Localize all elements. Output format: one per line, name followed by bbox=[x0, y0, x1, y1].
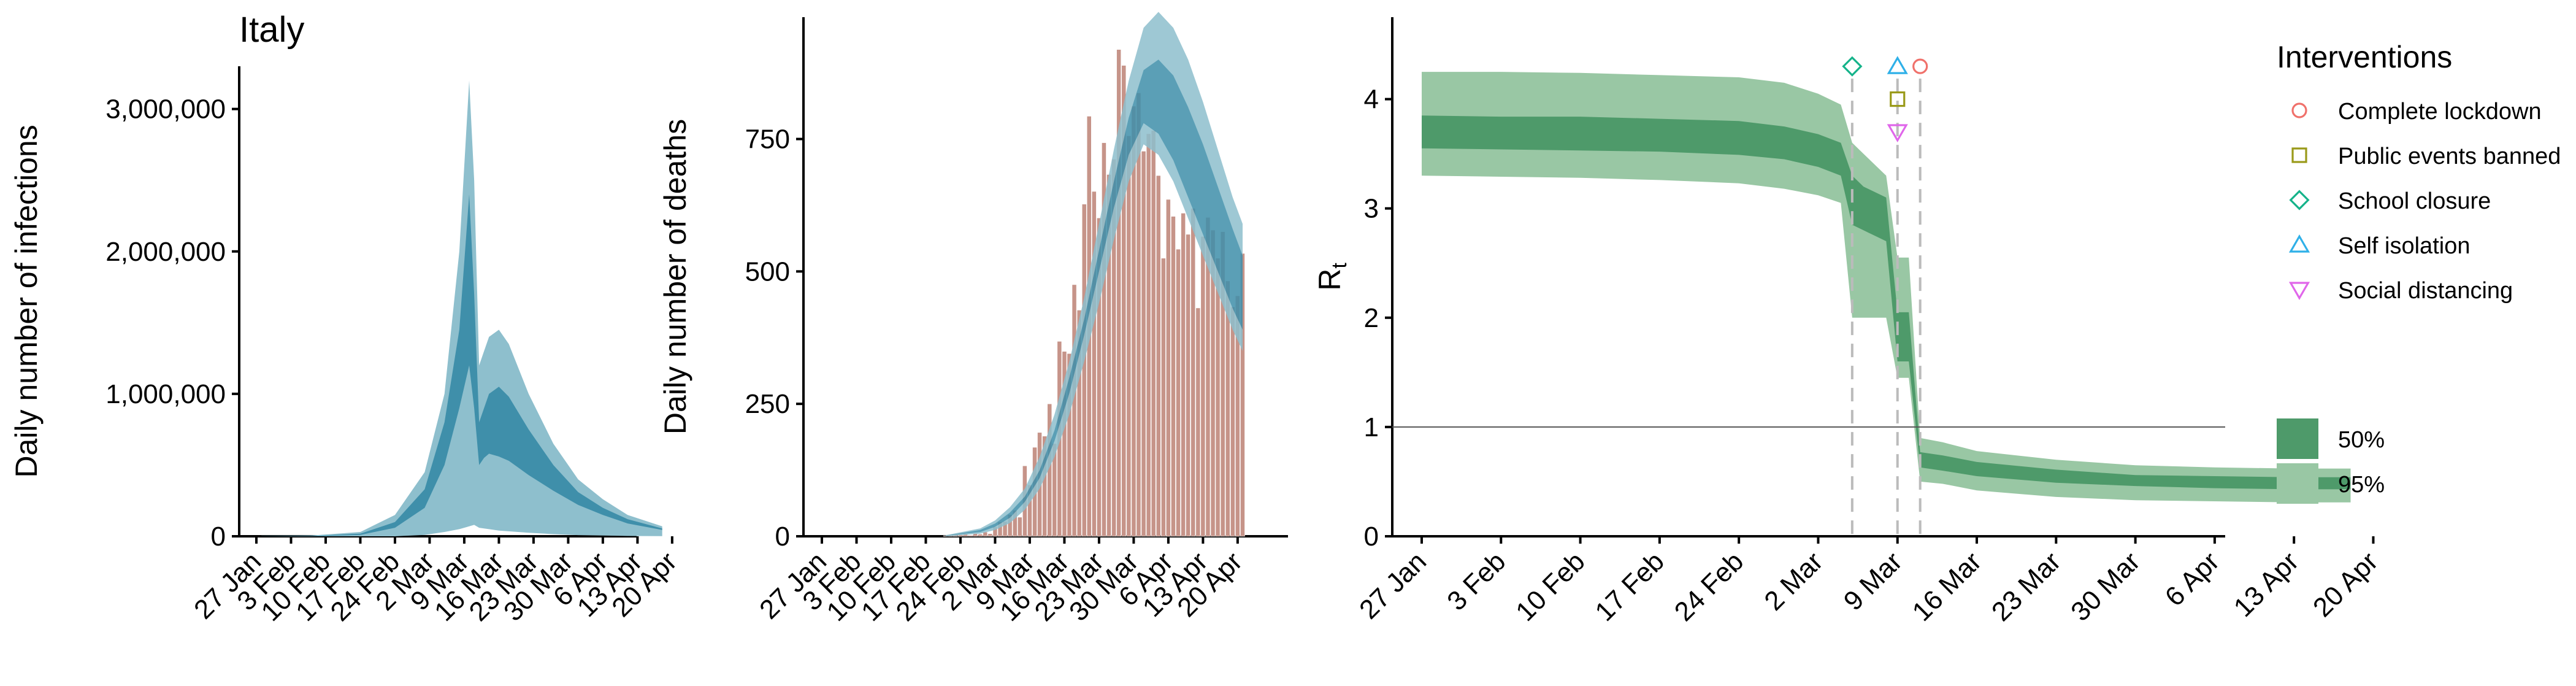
death-bar bbox=[1200, 236, 1206, 537]
death-bar bbox=[987, 533, 993, 537]
y-tick-label: 2 bbox=[1364, 303, 1379, 333]
y-axis-title: Daily number of infections bbox=[9, 125, 44, 477]
intervention-marker-triangle-down bbox=[1887, 124, 1908, 142]
y-axis-title: Rt bbox=[1313, 263, 1351, 291]
y-tick-label: 4 bbox=[1364, 85, 1379, 115]
death-bar bbox=[1116, 49, 1121, 537]
legend-key-diamond bbox=[2289, 190, 2310, 210]
death-bar bbox=[1176, 249, 1181, 537]
death-bar bbox=[1190, 208, 1196, 537]
legend-title: Interventions bbox=[2277, 40, 2452, 74]
death-bar bbox=[1166, 199, 1171, 537]
y-tick-label: 250 bbox=[745, 389, 790, 419]
x-tick-label: 30 Mar bbox=[2065, 546, 2145, 626]
y-tick-label: 0 bbox=[1364, 522, 1379, 552]
x-tick-label: 24 Feb bbox=[1669, 546, 1750, 627]
legend-band-swatch bbox=[2277, 418, 2318, 459]
x-tick-label: 9 Mar bbox=[1838, 546, 1908, 616]
death-bar bbox=[1181, 213, 1186, 537]
panel-title: Italy bbox=[239, 10, 304, 50]
legend-item-label: Self isolation bbox=[2338, 233, 2470, 259]
death-bar bbox=[1215, 258, 1221, 537]
x-tick-label: 20 Apr bbox=[2307, 546, 2384, 623]
y-axis-title-subscript: t bbox=[1328, 263, 1351, 269]
x-tick-label: 16 Mar bbox=[1907, 546, 1987, 626]
x-tick-label: 3 Feb bbox=[1441, 546, 1511, 616]
y-tick-label: 750 bbox=[745, 125, 790, 155]
death-bar bbox=[1121, 65, 1127, 537]
death-bar bbox=[1067, 353, 1072, 537]
death-bar bbox=[1156, 175, 1161, 537]
death-bar bbox=[1151, 130, 1156, 537]
legend-key-triangle-up bbox=[2288, 234, 2310, 253]
x-tick-label: 23 Mar bbox=[1986, 546, 2066, 626]
legend-item-label: Complete lockdown bbox=[2338, 99, 2542, 125]
death-bar bbox=[1081, 204, 1087, 537]
legend-key-square bbox=[2291, 147, 2307, 163]
legend-band-label: 50% bbox=[2338, 427, 2385, 453]
death-bar bbox=[1076, 310, 1082, 537]
y-tick-label: 3 bbox=[1364, 194, 1379, 224]
infections-band-50 bbox=[261, 194, 662, 536]
death-bar bbox=[978, 534, 983, 537]
legend-key-circle bbox=[2291, 102, 2307, 118]
x-tick-label: 10 Feb bbox=[1510, 546, 1591, 627]
death-bar bbox=[1017, 517, 1022, 537]
y-tick-label: 500 bbox=[745, 256, 790, 287]
intervention-marker-circle bbox=[1912, 58, 1928, 74]
intervention-marker-triangle-up bbox=[1887, 56, 1908, 74]
y-tick-label: 1,000,000 bbox=[105, 379, 226, 409]
y-axis-title-main: R bbox=[1313, 269, 1347, 291]
y-tick-label: 0 bbox=[775, 522, 790, 552]
legend-item-label: School closure bbox=[2338, 188, 2491, 214]
death-bar bbox=[1126, 136, 1132, 537]
death-bar bbox=[1161, 258, 1166, 537]
y-axis-title: Daily number of deaths bbox=[658, 119, 692, 434]
death-bar bbox=[968, 534, 973, 537]
x-tick-label: 17 Feb bbox=[1589, 546, 1670, 627]
death-bar bbox=[1062, 351, 1067, 537]
legend: Interventions Complete lockdown Public eve… bbox=[2277, 40, 2561, 504]
death-bar bbox=[1097, 217, 1102, 537]
x-tick-label: 27 Jan bbox=[1354, 546, 1432, 625]
y-tick-label: 2,000,000 bbox=[105, 237, 226, 267]
x-tick-label: 2 Mar bbox=[1758, 546, 1828, 616]
legend-band-label: 95% bbox=[2338, 472, 2385, 498]
legend-band-swatch bbox=[2277, 463, 2318, 504]
legend-key-triangle-down bbox=[2288, 282, 2310, 300]
y-tick-label: 3,000,000 bbox=[105, 94, 226, 125]
death-bar bbox=[1186, 234, 1190, 537]
death-bar bbox=[1141, 151, 1146, 537]
death-bar bbox=[1042, 436, 1047, 537]
death-bar bbox=[1102, 142, 1106, 537]
legend-item-label: Social distancing bbox=[2338, 278, 2513, 304]
death-bar bbox=[1230, 306, 1235, 537]
death-bar bbox=[1092, 191, 1097, 537]
y-tick-label: 1 bbox=[1364, 412, 1379, 442]
rt-band-95 bbox=[1422, 72, 2351, 503]
intervention-marker-square bbox=[1890, 91, 1906, 107]
death-bar bbox=[1171, 216, 1176, 537]
deaths-bands bbox=[945, 12, 1243, 536]
x-tick-label: 13 Apr bbox=[2228, 546, 2305, 623]
death-bar bbox=[1146, 133, 1151, 537]
death-bar bbox=[1071, 284, 1077, 537]
x-tick-label: 6 Apr bbox=[2160, 546, 2225, 612]
y-tick-label: 0 bbox=[211, 522, 226, 552]
intervention-marker-diamond bbox=[1842, 56, 1863, 77]
death-bar bbox=[1195, 307, 1201, 537]
legend-item-label: Public events banned bbox=[2338, 144, 2561, 169]
